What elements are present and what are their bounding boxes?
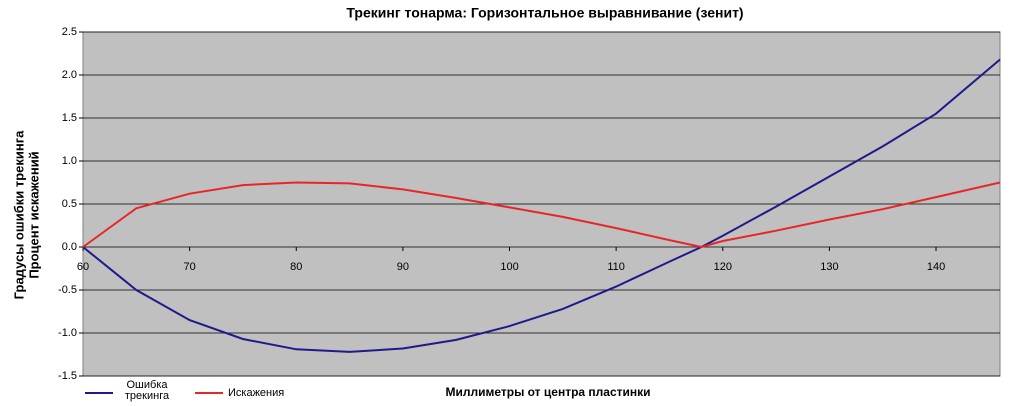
y-tick-label: -1.0 — [58, 327, 77, 339]
legend-label: Ошибка трекинга — [124, 379, 170, 402]
y-tick-label: -1.5 — [58, 370, 77, 382]
x-tick-label: 120 — [714, 261, 732, 273]
x-tick-label: 100 — [500, 261, 518, 273]
series-line — [82, 58, 1001, 353]
y-tick-label: 2.0 — [62, 69, 77, 81]
x-tick-label: 60 — [77, 261, 89, 273]
x-tick-label: 140 — [927, 261, 945, 273]
series-line — [82, 181, 1001, 249]
y-tick-label: 1.5 — [62, 112, 77, 124]
legend-label: Искажения — [228, 387, 285, 399]
x-tick-label: 80 — [290, 261, 302, 273]
y-axis-title: Градусы ошибки трекинга — [11, 130, 26, 300]
y-tick-label: 0.0 — [62, 241, 77, 253]
y-tick-label: 0.5 — [62, 198, 77, 210]
x-axis-title: Миллиметры от центра пластинки — [445, 385, 650, 399]
x-tick-label: 110 — [607, 261, 625, 273]
x-tick-label: 70 — [184, 261, 196, 273]
y-tick-label: 2.5 — [62, 26, 77, 38]
x-tick-label: 130 — [820, 261, 838, 273]
chart-title: Трекинг тонарма: Горизонтальное выравнив… — [346, 5, 743, 21]
y-tick-label: 1.0 — [62, 155, 77, 167]
y-axis-title: Процент искажений — [26, 151, 41, 278]
x-tick-label: 90 — [397, 261, 409, 273]
y-tick-label: -0.5 — [58, 284, 77, 296]
